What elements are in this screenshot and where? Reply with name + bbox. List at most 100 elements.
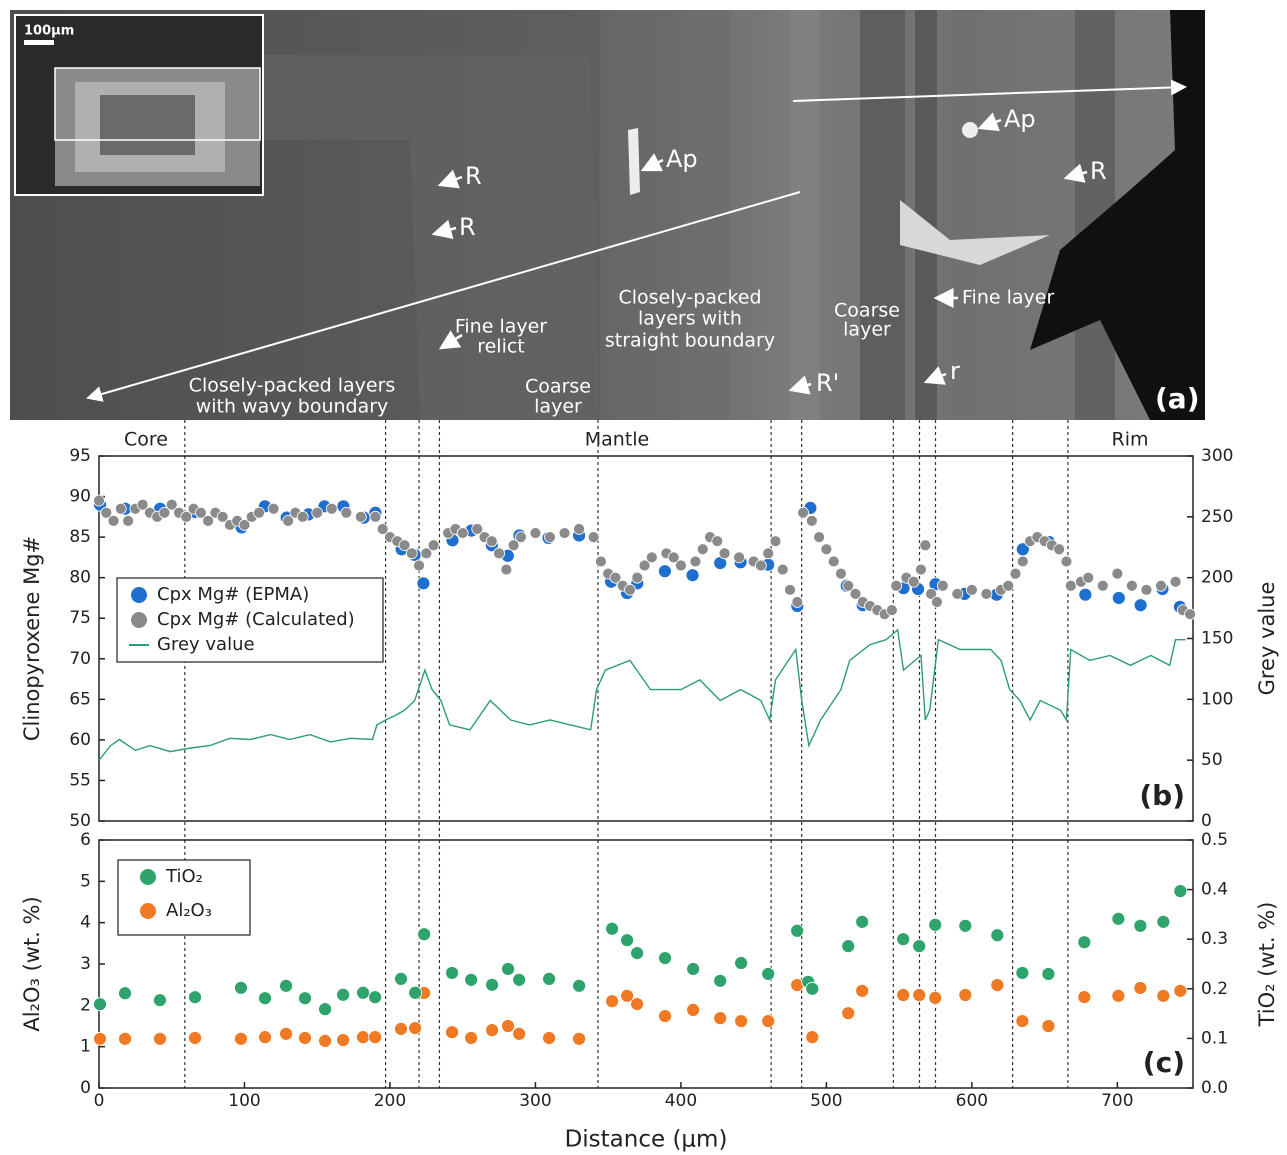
data-point xyxy=(696,543,709,556)
data-point xyxy=(1064,579,1077,592)
data-point xyxy=(493,547,505,560)
data-point xyxy=(336,987,351,1002)
annotation: r xyxy=(950,357,960,385)
data-point xyxy=(408,1021,423,1035)
data-point xyxy=(931,596,943,608)
data-point xyxy=(100,506,113,519)
data-point xyxy=(689,555,702,568)
data-point xyxy=(686,962,701,976)
data-point xyxy=(790,923,805,938)
y2-axis-label: Grey value xyxy=(1255,582,1279,696)
data-point xyxy=(685,568,700,583)
legend-label: Al₂O₃ xyxy=(166,900,212,921)
annotation: Closely-packed xyxy=(618,287,761,309)
annotation: R xyxy=(1090,157,1107,185)
data-point xyxy=(855,983,870,998)
data-point xyxy=(885,604,898,617)
data-point xyxy=(827,555,840,568)
data-point xyxy=(558,527,571,539)
data-point xyxy=(464,972,479,987)
data-point xyxy=(896,988,911,1002)
data-point xyxy=(368,990,383,1005)
data-point xyxy=(1125,579,1138,592)
data-point xyxy=(1060,555,1073,568)
annotation: Coarse xyxy=(525,376,591,398)
data-point xyxy=(761,1014,776,1028)
data-point xyxy=(1009,567,1022,580)
data-point xyxy=(318,1002,332,1017)
data-point xyxy=(734,1014,749,1028)
x-tick-label: 300 xyxy=(519,1091,551,1111)
data-point xyxy=(784,583,796,596)
y-tick-label: 50 xyxy=(69,811,91,831)
annotation: with wavy boundary xyxy=(196,396,389,418)
data-point xyxy=(356,985,370,1000)
legend-label: TiO₂ xyxy=(165,866,203,887)
legend-label: Cpx Mg# (Calculated) xyxy=(157,609,355,630)
data-point xyxy=(136,498,149,511)
x-tick-label: 700 xyxy=(1101,1091,1133,1111)
data-point xyxy=(797,506,810,519)
data-point xyxy=(188,990,202,1005)
data-point xyxy=(605,921,620,936)
data-point xyxy=(734,956,749,970)
data-point xyxy=(542,971,557,986)
annotation-arrow xyxy=(437,169,463,189)
data-point xyxy=(990,978,1005,992)
data-point xyxy=(1016,555,1029,568)
data-point xyxy=(188,1031,202,1045)
data-point xyxy=(114,502,127,515)
plot-frame xyxy=(98,839,1194,1089)
y-tick-label: 4 xyxy=(80,913,91,933)
data-point xyxy=(928,990,943,1005)
data-point xyxy=(1140,583,1153,596)
data-point xyxy=(1096,579,1109,592)
y2-tick-label: 50 xyxy=(1201,750,1223,770)
data-point xyxy=(336,1033,351,1047)
data-point xyxy=(820,543,833,556)
data-point xyxy=(413,559,425,572)
data-point xyxy=(990,928,1005,943)
data-point xyxy=(1082,571,1095,584)
legend-swatch xyxy=(140,903,156,919)
data-point xyxy=(805,514,818,527)
annotation: Fine layer xyxy=(455,316,547,338)
data-point xyxy=(1077,935,1092,950)
annotation-arrow xyxy=(1063,163,1088,183)
data-point xyxy=(1041,967,1056,981)
data-point xyxy=(776,563,789,576)
data-point xyxy=(394,971,408,986)
data-point xyxy=(485,535,498,548)
data-point xyxy=(529,527,542,539)
data-point xyxy=(1111,911,1126,926)
y-tick-label: 3 xyxy=(80,954,91,974)
data-point xyxy=(928,917,943,932)
data-point xyxy=(630,997,645,1011)
data-point xyxy=(1184,608,1196,621)
data-point xyxy=(1053,543,1066,556)
x-axis-label: Distance (μm) xyxy=(565,1127,728,1153)
zone-label: Rim xyxy=(1112,429,1149,451)
annotation: relict xyxy=(477,336,525,358)
data-point xyxy=(1015,966,1030,980)
data-point xyxy=(980,587,993,600)
data-point xyxy=(631,571,644,584)
y-tick-label: 55 xyxy=(69,770,91,790)
data-point xyxy=(762,547,775,560)
y2-tick-label: 0.1 xyxy=(1201,1028,1228,1048)
legend-box xyxy=(116,577,384,663)
data-point xyxy=(405,547,418,560)
y2-tick-label: 150 xyxy=(1201,629,1233,649)
data-point xyxy=(325,502,338,515)
legend-box xyxy=(117,859,251,936)
data-point xyxy=(855,914,870,929)
data-point xyxy=(194,506,207,519)
y2-tick-label: 200 xyxy=(1201,568,1233,588)
data-point xyxy=(501,1019,515,1033)
data-point xyxy=(805,1030,820,1045)
data-point xyxy=(158,506,171,519)
data-point xyxy=(965,583,978,596)
y-tick-label: 90 xyxy=(69,487,91,507)
data-point xyxy=(318,1033,332,1048)
